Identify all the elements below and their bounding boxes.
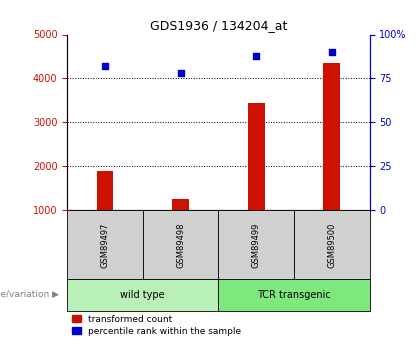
- FancyBboxPatch shape: [143, 210, 218, 279]
- Point: [102, 63, 108, 69]
- Text: GSM89499: GSM89499: [252, 222, 261, 268]
- FancyBboxPatch shape: [294, 210, 370, 279]
- FancyBboxPatch shape: [67, 210, 143, 279]
- Bar: [97, 171, 113, 210]
- FancyBboxPatch shape: [218, 279, 370, 311]
- Text: wild type: wild type: [121, 290, 165, 300]
- Text: GSM89498: GSM89498: [176, 222, 185, 268]
- Point: [177, 70, 184, 76]
- Bar: [172, 199, 189, 210]
- Text: genotype/variation ▶: genotype/variation ▶: [0, 290, 59, 299]
- Text: GSM89497: GSM89497: [100, 222, 110, 268]
- Point: [328, 49, 335, 55]
- FancyBboxPatch shape: [67, 279, 218, 311]
- Legend: transformed count, percentile rank within the sample: transformed count, percentile rank withi…: [72, 315, 241, 336]
- Text: GSM89500: GSM89500: [327, 222, 336, 268]
- Text: TCR transgenic: TCR transgenic: [257, 290, 331, 300]
- Bar: [248, 103, 265, 210]
- Title: GDS1936 / 134204_at: GDS1936 / 134204_at: [150, 19, 287, 32]
- FancyBboxPatch shape: [218, 210, 294, 279]
- Point: [253, 53, 260, 58]
- Bar: [323, 63, 340, 210]
